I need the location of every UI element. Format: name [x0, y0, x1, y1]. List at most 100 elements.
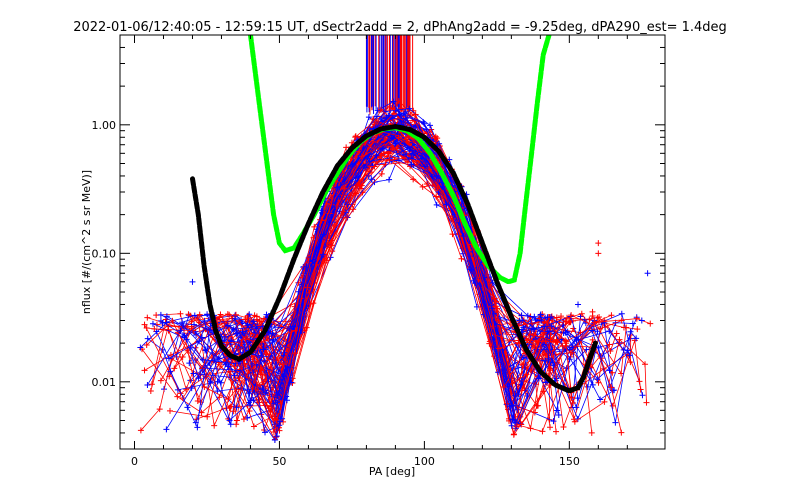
flux-point	[246, 408, 253, 415]
flux-point	[306, 289, 313, 296]
flux-point	[374, 107, 381, 114]
outlier-point	[638, 317, 645, 324]
flux-point	[352, 134, 359, 141]
flux-point	[397, 112, 404, 119]
flux-point	[633, 335, 640, 342]
flux-point	[304, 284, 311, 291]
flux-point	[597, 325, 604, 332]
flux-point	[416, 157, 423, 164]
flux-point	[147, 387, 154, 394]
flux-point	[401, 110, 408, 117]
flux-point	[365, 114, 372, 121]
flux-point	[373, 113, 380, 120]
flux-point	[623, 324, 630, 331]
flux-point	[188, 385, 195, 392]
flux-point	[334, 184, 341, 191]
flux-point	[163, 426, 170, 433]
flux-point	[608, 384, 615, 391]
flux-point	[595, 344, 602, 351]
flux-point	[226, 417, 233, 424]
flux-point	[163, 313, 170, 320]
flux-point	[589, 381, 596, 388]
flux-point	[508, 422, 515, 429]
flux-point	[207, 327, 214, 334]
flux-point	[531, 409, 538, 416]
flux-point	[518, 421, 525, 428]
flux-point	[214, 388, 221, 395]
flux-point	[559, 342, 566, 349]
flux-point	[519, 316, 526, 323]
flux-point	[350, 206, 357, 213]
flux-point	[288, 379, 295, 386]
flux-point	[143, 342, 150, 349]
flux-point	[200, 356, 207, 363]
flux-point	[177, 327, 184, 334]
outlier-point	[595, 250, 602, 257]
flux-point	[420, 119, 427, 126]
flux-point	[190, 370, 197, 377]
flux-point	[169, 317, 176, 324]
flux-point	[227, 421, 234, 428]
flux-point	[554, 339, 561, 346]
flux-point	[186, 360, 193, 367]
flux-point	[541, 318, 548, 325]
flux-point	[433, 172, 440, 179]
flux-point	[408, 161, 415, 168]
flux-point	[246, 311, 253, 318]
flux-point	[626, 352, 633, 359]
x-tick-label: 50	[272, 455, 286, 468]
flux-point	[181, 332, 188, 339]
flux-point	[263, 311, 270, 318]
flux-point	[184, 323, 191, 330]
flux-point	[574, 415, 581, 422]
flux-point	[230, 326, 237, 333]
flux-point	[231, 363, 238, 370]
flux-point	[265, 405, 272, 412]
flux-point	[218, 379, 225, 386]
flux-point	[295, 288, 302, 295]
flux-point	[637, 386, 644, 393]
flux-point	[378, 170, 385, 177]
flux-point	[584, 383, 591, 390]
flux-point	[548, 323, 555, 330]
outlier-point	[575, 301, 582, 308]
flux-point	[342, 209, 349, 216]
flux-point	[180, 322, 187, 329]
flux-point	[250, 423, 257, 430]
flux-point	[523, 371, 530, 378]
flux-point	[244, 414, 251, 421]
flux-point	[177, 310, 184, 317]
flux-point	[555, 412, 562, 419]
flux-point	[355, 173, 362, 180]
flux-point	[157, 377, 164, 384]
flux-point	[601, 398, 608, 405]
flux-point	[449, 231, 456, 238]
flux-point	[141, 321, 148, 328]
flux-point	[563, 338, 570, 345]
flux-point	[201, 384, 208, 391]
flux-point	[141, 367, 148, 374]
flux-point	[570, 325, 577, 332]
flux-point	[618, 370, 625, 377]
flux-point	[349, 201, 356, 208]
flux-point	[183, 336, 190, 343]
flux-point	[574, 395, 581, 402]
flux-point	[258, 367, 265, 374]
flux-point	[633, 315, 640, 322]
flux-point	[225, 396, 232, 403]
flux-point	[613, 330, 620, 337]
flux-point	[607, 348, 614, 355]
flux-point	[547, 424, 554, 431]
flux-point	[334, 193, 341, 200]
flux-point	[488, 305, 495, 312]
flux-point	[560, 424, 567, 431]
flux-point	[390, 98, 397, 105]
flux-point	[512, 419, 519, 426]
flux-point	[166, 407, 173, 414]
y-tick-label: 0.10	[92, 247, 117, 260]
flux-point	[194, 397, 201, 404]
flux-point	[395, 98, 402, 105]
flux-point	[267, 408, 274, 415]
flux-point	[427, 122, 434, 129]
flux-point	[273, 399, 280, 406]
